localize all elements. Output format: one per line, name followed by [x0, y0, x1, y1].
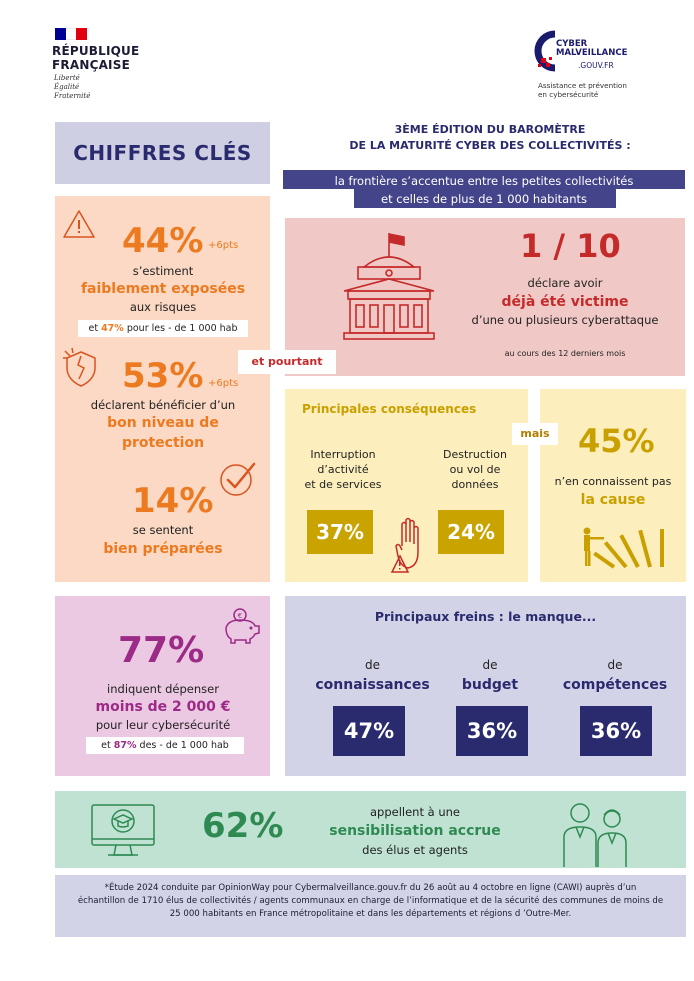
cybermalveillance-logo-icon: [534, 30, 556, 72]
budget-value: 77%: [118, 630, 205, 671]
unknown-cause-desc: n’en connaissent pas la cause: [554, 475, 672, 508]
stat-44-value: 44%: [122, 221, 204, 261]
stat-44-delta: +6pts: [208, 240, 239, 251]
freins-title: Principaux freins : le manque...: [374, 609, 597, 624]
barometre-title: 3ÈME ÉDITION DU BAROMÈTRE DE LA MATURITÉ…: [349, 123, 631, 152]
piggy-bank-icon: €: [225, 608, 260, 644]
frein-connaissances-label: de connaissances: [315, 658, 430, 693]
hand-warning-icon: [390, 517, 419, 573]
chiffres-cles-title: CHIFFRES CLÉS: [73, 141, 252, 165]
frein-competences-label: de compétences: [562, 658, 668, 693]
domino-effect-icon: [583, 527, 664, 569]
frein-competences-value: 36%: [580, 706, 652, 756]
footnote-text: *Étude 2024 conduite par OpinionWay pour…: [77, 883, 664, 919]
victim-period: au cours des 12 derniers mois: [504, 349, 626, 358]
stat-14-value: 14%: [132, 481, 214, 521]
stat-53-value: 53%: [122, 356, 204, 396]
subtitle-band: [354, 189, 616, 208]
unknown-cause-value: 45%: [578, 422, 655, 460]
exposure-stats-panel: [55, 196, 270, 582]
frein-connaissances-value: 47%: [333, 706, 405, 756]
checkmark-circle-icon: [220, 462, 256, 496]
cybermalveillance-gouv: .GOUV.FR: [578, 61, 614, 70]
city-hall-icon: [343, 233, 435, 340]
sensibilisation-desc: appellent à une sensibilisation accrue d…: [329, 805, 501, 857]
elearning-monitor-icon: [91, 804, 155, 856]
victim-desc: déclare avoir déjà été victime d’une ou …: [471, 276, 659, 327]
republique-motto: Liberté Égalité Fraternité: [54, 74, 91, 100]
victim-stat-panel: [285, 218, 685, 376]
svg-text:€: €: [238, 612, 242, 620]
stat-53-delta: +6pts: [208, 378, 239, 389]
consequence-destruction-label: Destruction ou vol de données: [443, 448, 507, 491]
stat-14-desc: se sentent bien préparées: [103, 523, 223, 557]
broken-shield-icon: [63, 347, 96, 387]
cybermalveillance-tagline: Assistance et prévention en cybersécurit…: [538, 81, 627, 99]
consequences-title: Principales conséquences: [302, 402, 477, 416]
victim-ratio-value: 1 / 10: [520, 227, 621, 265]
frein-budget-label: de budget: [461, 658, 519, 693]
chiffres-cles-box: CHIFFRES CLÉS: [55, 122, 270, 184]
footnote-box: [55, 875, 686, 937]
sensibilisation-value: 62%: [202, 806, 284, 846]
cybermalveillance-wordmark: CYBER MALVEILLANCE: [556, 39, 628, 58]
budget-desc: indiquent dépenser moins de 2 000 € pour…: [95, 682, 231, 732]
warning-triangle-icon: [63, 210, 95, 238]
mais-connector: mais: [512, 423, 558, 445]
subtitle-band: [283, 170, 685, 189]
stat-53-desc: déclarent bénéficier d’un bon niveau de …: [90, 398, 236, 451]
stat-44-note: et 47% pour les - de 1 000 hab: [78, 320, 248, 337]
elected-officials-icon: [563, 803, 627, 867]
et-pourtant-connector: et pourtant: [238, 350, 336, 374]
republique-francaise-logo: RÉPUBLIQUE FRANÇAISE: [52, 44, 140, 72]
barometre-subtitle: la frontière s’accentue entre les petite…: [334, 174, 634, 206]
stat-44-desc: s’estiment faiblement exposées aux risqu…: [80, 264, 246, 314]
consequence-interruption-label: Interruption d’activité et de services: [304, 448, 382, 491]
frein-budget-value: 36%: [456, 706, 528, 756]
budget-note: et 87% des - de 1 000 hab: [86, 737, 244, 754]
republique-flag: [55, 28, 88, 40]
consequence-interruption-value: 37%: [307, 510, 373, 554]
consequence-destruction-value: 24%: [438, 510, 504, 554]
